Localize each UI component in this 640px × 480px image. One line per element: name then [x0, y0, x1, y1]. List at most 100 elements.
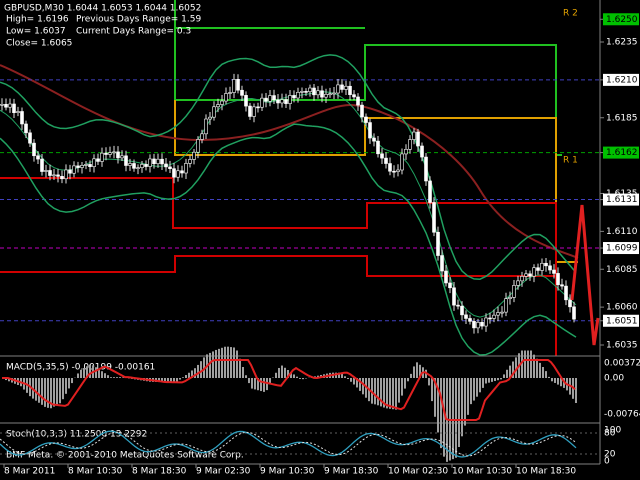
macd-bar: [230, 347, 232, 378]
macd-bar: [185, 375, 187, 378]
macd-bar: [452, 378, 454, 460]
macd-bar: [212, 351, 214, 378]
candle-body: [464, 314, 468, 319]
macd-bar: [5, 378, 7, 381]
stoch-main: [0, 430, 577, 458]
candle-body: [568, 299, 572, 308]
macd-bar: [77, 373, 79, 378]
macd-bar: [377, 378, 379, 406]
candle-body: [320, 90, 324, 98]
candle-body: [16, 111, 20, 113]
candle-body: [468, 318, 472, 322]
macd-bar: [167, 378, 169, 383]
macd-bar: [338, 372, 340, 378]
macd-bar: [551, 378, 553, 382]
candle-body: [476, 322, 480, 329]
price-label: 1.6085: [606, 265, 638, 275]
macd-bar: [416, 362, 418, 378]
macd-bar: [380, 378, 382, 407]
macd-bar: [260, 378, 262, 392]
candle-body: [480, 322, 484, 327]
macd-bar: [527, 350, 529, 378]
macd-bar: [539, 362, 541, 378]
macd-bar: [71, 378, 73, 384]
candle-body: [536, 267, 540, 271]
candle-body: [552, 269, 556, 274]
macd-bar: [254, 378, 256, 390]
candle-body: [376, 140, 380, 155]
macd-bar: [50, 378, 52, 409]
macd-bar: [287, 369, 289, 378]
macd-bar: [341, 373, 343, 378]
macd-bar: [392, 378, 394, 410]
macd-bar: [398, 378, 400, 403]
macd-bar: [113, 377, 115, 378]
macd-bar: [506, 369, 508, 378]
candle-body: [396, 169, 400, 172]
stoch-axis-label: 100: [604, 426, 621, 436]
candle-body: [540, 262, 544, 271]
candle-body: [132, 163, 136, 169]
candle-body: [488, 317, 492, 320]
macd-axis-label: -0.00764: [604, 410, 640, 420]
macd-bar: [8, 378, 10, 382]
macd-bar: [557, 378, 559, 385]
candle-body: [344, 85, 348, 90]
candle-body: [516, 280, 520, 286]
macd-bar: [191, 370, 193, 378]
candle-body: [444, 270, 448, 284]
candle-body: [56, 174, 60, 177]
candle-body: [380, 153, 384, 159]
candle-body: [48, 170, 52, 176]
macd-bar: [104, 373, 106, 378]
candle-body: [256, 106, 260, 109]
macd-bar: [110, 377, 112, 378]
macd-bar: [80, 369, 82, 378]
macd-bar: [434, 378, 436, 417]
copyright: BMF Meta. © 2001-2010 MetaQuotes Softwar…: [6, 451, 244, 461]
macd-bar: [362, 378, 364, 395]
candle-body: [64, 169, 68, 180]
candle-body: [20, 111, 24, 125]
candle-body: [36, 155, 40, 160]
candle-body: [404, 149, 408, 155]
macd-bar: [227, 346, 229, 378]
candle-body: [436, 231, 440, 256]
candle-body: [484, 317, 488, 327]
price-label: 1.6131: [606, 195, 638, 205]
candle-body: [196, 139, 200, 153]
macd-bar: [209, 352, 211, 378]
macd-bar: [419, 364, 421, 378]
candle-body: [296, 91, 300, 99]
close: Close= 1.6065: [6, 39, 72, 49]
candle-body: [328, 93, 332, 96]
price-panel: [0, 0, 600, 356]
macd-bar: [476, 378, 478, 397]
macd-title: MACD(5,35,5) -0.00199 -0.00161: [6, 363, 155, 373]
macd-bar: [488, 378, 490, 383]
macd-bar: [431, 378, 433, 402]
candle-body: [180, 170, 184, 174]
candle-body: [120, 155, 124, 159]
candle-body: [176, 170, 180, 178]
macd-bar: [122, 377, 124, 378]
candle-body: [100, 152, 104, 162]
macd-bar: [215, 349, 217, 378]
macd-bar: [554, 378, 556, 383]
macd-bar: [170, 378, 172, 383]
candle-body: [224, 93, 228, 102]
price-label: 1.6250: [606, 15, 638, 25]
macd-bar: [53, 378, 55, 407]
macd-bar: [182, 377, 184, 378]
candle-body: [348, 85, 352, 95]
macd-bar: [542, 367, 544, 378]
macd-bar: [407, 378, 409, 382]
candle-body: [408, 139, 412, 150]
price-box: [603, 314, 639, 327]
macd-bar: [521, 350, 523, 378]
price-box: [603, 13, 639, 26]
candle-body: [460, 305, 464, 316]
macd-bar: [359, 378, 361, 391]
candle-body: [116, 151, 120, 159]
macd-bar: [461, 378, 463, 437]
